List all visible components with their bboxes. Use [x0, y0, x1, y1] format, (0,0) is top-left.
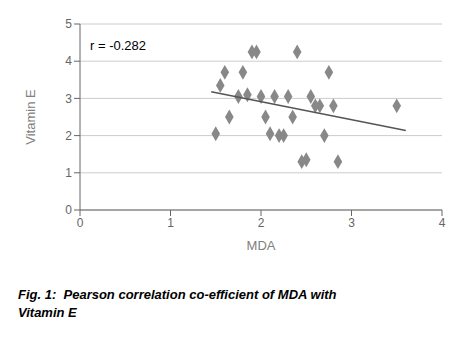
svg-text:4: 4	[439, 216, 446, 230]
svg-text:3: 3	[65, 92, 72, 106]
html-text:r = -0.282: r = -0.282	[90, 38, 146, 53]
svg-text:0: 0	[65, 203, 72, 217]
html-text:Vitamin E: Vitamin E	[18, 305, 77, 320]
svg-text:0: 0	[77, 216, 84, 230]
svg-text:5: 5	[65, 17, 72, 31]
svg-text:2: 2	[258, 216, 265, 230]
svg-text:Vitamin E: Vitamin E	[23, 89, 38, 145]
svg-text:1: 1	[65, 166, 72, 180]
svg-text:MDA: MDA	[247, 238, 276, 253]
html-text:Fig. 1: Pearson correlation co: Fig. 1: Pearson correlation co-efficient…	[18, 287, 337, 302]
svg-text:1: 1	[167, 216, 174, 230]
svg-text:3: 3	[348, 216, 355, 230]
svg-text:2: 2	[65, 129, 72, 143]
svg-text:4: 4	[65, 54, 72, 68]
